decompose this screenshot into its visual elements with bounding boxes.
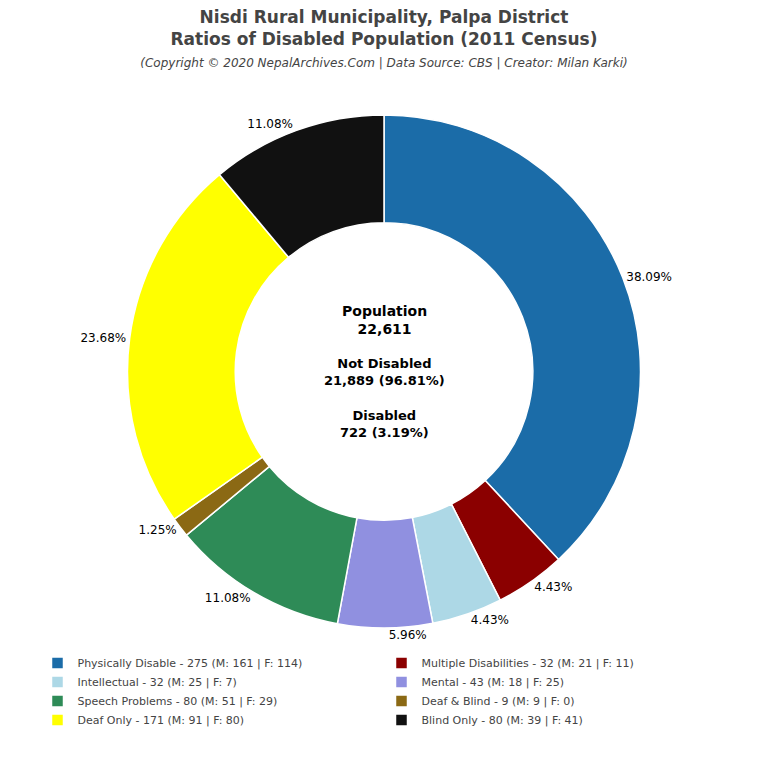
svg-text:11.08%: 11.08% xyxy=(247,117,293,131)
svg-text:Deaf Only - 171 (M: 91 | F: 80: Deaf Only - 171 (M: 91 | F: 80) xyxy=(78,714,245,727)
svg-text:4.43%: 4.43% xyxy=(471,613,509,627)
svg-text:Multiple Disabilities - 32 (M:: Multiple Disabilities - 32 (M: 21 | F: 1… xyxy=(422,657,634,670)
svg-text:Physically Disable - 275 (M: 1: Physically Disable - 275 (M: 161 | F: 11… xyxy=(78,657,303,670)
svg-text:5.96%: 5.96% xyxy=(389,628,427,642)
svg-text:38.09%: 38.09% xyxy=(626,270,672,284)
svg-text:Intellectual - 32 (M: 25 | F:: Intellectual - 32 (M: 25 | F: 7) xyxy=(78,676,237,689)
svg-text:Nisdi Rural Municipality, Palp: Nisdi Rural Municipality, Palpa District… xyxy=(140,7,627,70)
svg-text:1.25%: 1.25% xyxy=(139,523,177,537)
svg-text:4.43%: 4.43% xyxy=(534,580,572,594)
svg-text:23.68%: 23.68% xyxy=(80,331,126,345)
svg-text:Disabled722 (3.19%): Disabled722 (3.19%) xyxy=(340,408,429,440)
svg-text:Population22,611: Population22,611 xyxy=(342,303,427,337)
svg-text:Deaf & Blind - 9 (M: 9 | F: 0): Deaf & Blind - 9 (M: 9 | F: 0) xyxy=(422,695,575,708)
svg-text:Blind Only - 80 (M: 39 | F: 41: Blind Only - 80 (M: 39 | F: 41) xyxy=(422,714,583,727)
svg-text:Not Disabled21,889 (96.81%): Not Disabled21,889 (96.81%) xyxy=(324,356,445,388)
svg-text:Mental - 43 (M: 18 | F: 25): Mental - 43 (M: 18 | F: 25) xyxy=(422,676,564,689)
svg-text:Speech Problems - 80 (M: 51 |: Speech Problems - 80 (M: 51 | F: 29) xyxy=(78,695,278,708)
svg-text:11.08%: 11.08% xyxy=(205,591,251,605)
